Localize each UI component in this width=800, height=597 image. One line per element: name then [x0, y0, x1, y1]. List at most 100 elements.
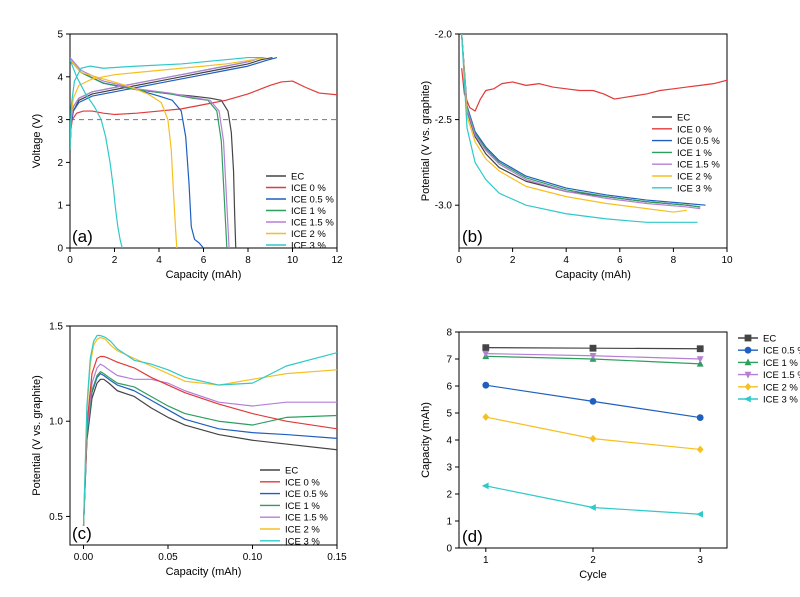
legend-label: ICE 3 % — [285, 536, 320, 547]
legend-label: ICE 2 % — [677, 172, 712, 183]
series-group — [70, 56, 337, 248]
x-tick-label: 8 — [245, 255, 251, 266]
legend-label: ICE 3 % — [677, 183, 712, 194]
y-tick-label: -3.0 — [435, 201, 453, 212]
y-tick-label: 7 — [446, 355, 452, 366]
legend-label: ICE 1.5 % — [285, 513, 328, 524]
y-tick-label: 3 — [57, 115, 63, 126]
series-group — [481, 344, 704, 518]
x-tick-label: 3 — [697, 555, 703, 566]
series-line-ice-1- — [461, 34, 701, 208]
marker-circle — [482, 381, 490, 389]
marker-triangle-down — [589, 352, 597, 360]
series-group — [461, 34, 727, 223]
marker-triangle-down — [696, 356, 704, 363]
marker-diamond — [744, 383, 752, 391]
legend-label: ICE 0.5 % — [677, 136, 720, 147]
y-tick-label: 6 — [446, 382, 452, 393]
y-tick-label: 1 — [446, 517, 452, 528]
y-tick-label: 1.5 — [49, 322, 63, 333]
legend-label: ICE 3 % — [291, 241, 326, 252]
x-tick-label: 6 — [201, 255, 207, 266]
series-line-ice-2- — [485, 416, 701, 451]
series-line-ice-0-5- — [70, 56, 278, 150]
marker-triangle-up — [744, 358, 752, 366]
x-axis-title: Cycle — [579, 569, 607, 581]
legend-label: ICE 1.5 % — [677, 160, 720, 171]
x-tick-label: 0.10 — [243, 552, 263, 563]
series-line-ec — [70, 59, 237, 248]
x-tick-label: 12 — [331, 255, 343, 266]
marker-square — [589, 344, 597, 352]
y-tick-label: 8 — [446, 328, 452, 339]
x-axis-title: Capacity (mAh) — [555, 269, 631, 281]
series-line-ice-2- — [82, 336, 337, 526]
x-tick-label: 0 — [67, 255, 73, 266]
legend-label: ICE 1.5 % — [763, 370, 800, 381]
legend-label: ICE 0 % — [677, 124, 712, 135]
series-line-ice-0- — [82, 355, 337, 526]
legend-label: EC — [285, 466, 298, 477]
series-line-ec — [461, 34, 701, 208]
legend-label: ICE 3 % — [763, 395, 798, 406]
series-line-ice-1-5- — [70, 57, 230, 248]
x-tick-label: 10 — [287, 255, 299, 266]
x-tick-label: 4 — [156, 255, 162, 266]
marker-triangle-down — [482, 350, 490, 358]
series-line-ice-2- — [461, 34, 687, 213]
panel-label: (a) — [72, 227, 93, 246]
x-tick-label: 0.00 — [74, 552, 94, 563]
series-line-ice-0- — [70, 80, 337, 137]
legend-label: ICE 1 % — [677, 148, 712, 159]
series-line-ice-2- — [70, 56, 266, 150]
y-tick-label: 0 — [446, 544, 452, 555]
series-line-ec — [82, 378, 337, 526]
series-line-ice-1- — [70, 59, 228, 248]
y-axis-title: Potential (V vs. graphite) — [31, 375, 43, 495]
legend-label: EC — [763, 334, 776, 345]
legend-label: ICE 0 % — [285, 477, 320, 488]
y-axis-title: Voltage (V) — [31, 114, 43, 168]
marker-triangle-up — [696, 359, 704, 367]
marker-square — [744, 334, 752, 342]
panel-label: (c) — [72, 524, 92, 543]
marker-diamond — [696, 445, 704, 454]
series-line-ice-0-5- — [82, 373, 337, 526]
series-line-ec — [70, 56, 273, 150]
series-line-ice-3- — [70, 56, 264, 150]
panel-b: 0 2 4 6 8 10 -2.0 -2.5 -3.0 Capacity (mAh) Potenti… — [420, 30, 733, 282]
x-tick-label: 4 — [563, 255, 569, 266]
legend-label: ICE 0.5 % — [285, 489, 328, 500]
x-axis-title: Capacity (mAh) — [166, 566, 242, 578]
x-tick-label: 0 — [456, 255, 462, 266]
x-tick-label: 1 — [483, 555, 489, 566]
series-group — [82, 334, 337, 526]
x-tick-label: 10 — [721, 255, 733, 266]
y-axis-title: Potential (V vs. graphite) — [420, 81, 432, 201]
y-tick-label: 1 — [57, 201, 63, 212]
series-line-ice-1- — [70, 56, 262, 150]
series-line-ice-1-5- — [70, 56, 262, 150]
y-tick-label: 4 — [57, 72, 63, 83]
y-tick-label: 3 — [446, 463, 452, 474]
marker-circle — [696, 414, 704, 421]
x-axis-title: Capacity (mAh) — [166, 269, 242, 281]
x-tick-label: 8 — [671, 255, 677, 266]
series-line-ice-3- — [461, 34, 698, 223]
y-tick-label: -2.0 — [435, 30, 453, 41]
legend-label: ICE 2 % — [291, 229, 326, 240]
y-tick-label: 0.5 — [49, 512, 63, 523]
y-tick-label: 5 — [57, 30, 63, 41]
series-line-ice-0- — [461, 68, 727, 112]
marker-triangle-left — [589, 504, 596, 511]
series-line-ice-1-5- — [461, 34, 701, 210]
x-tick-label: 2 — [112, 255, 118, 266]
x-tick-label: 0.05 — [158, 552, 178, 563]
marker-triangle-down — [744, 371, 752, 379]
legend-label: ICE 0.5 % — [763, 346, 800, 357]
